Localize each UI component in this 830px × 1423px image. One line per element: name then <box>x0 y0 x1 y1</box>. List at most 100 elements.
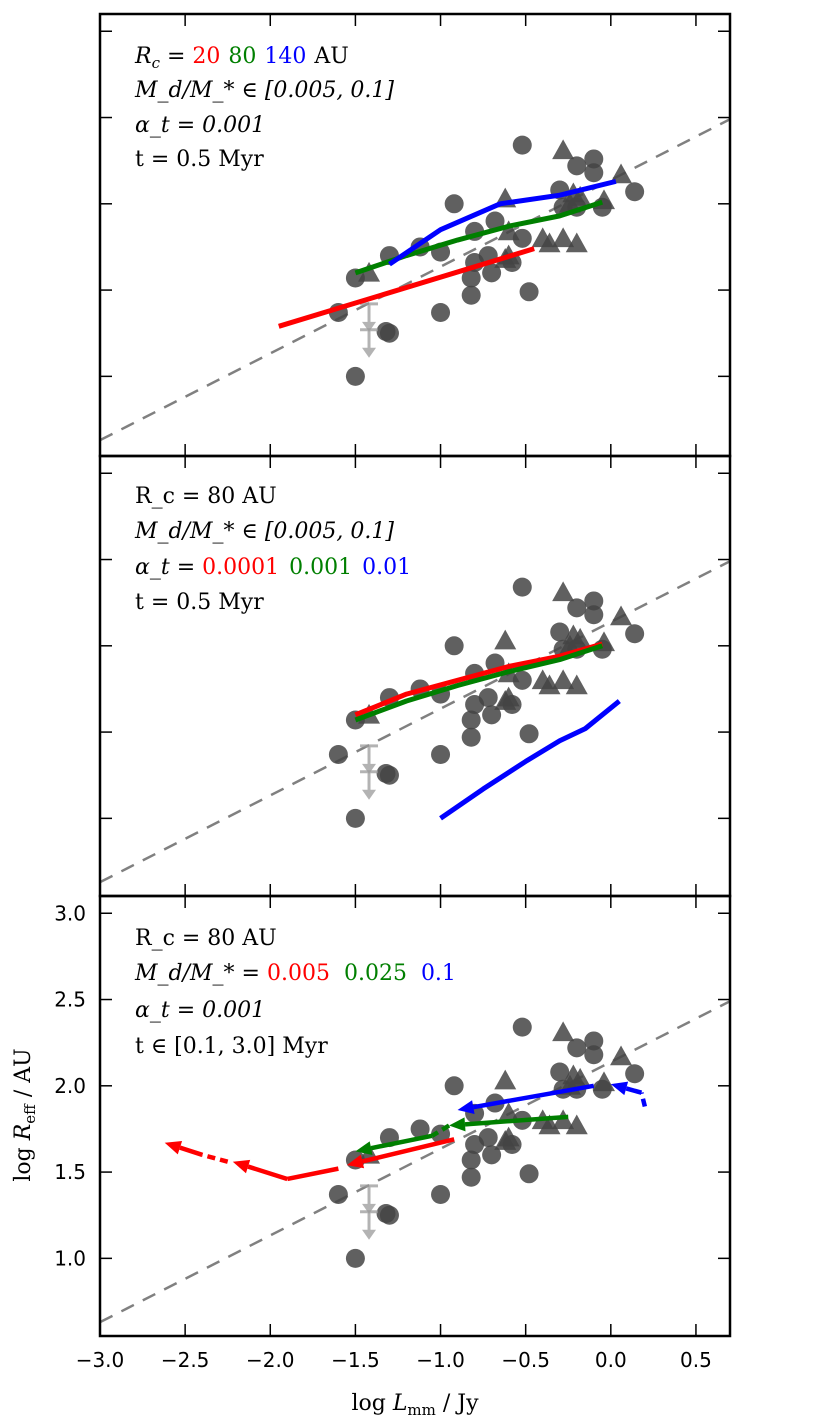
y-tick-labels: 1.0 1.5 2.0 2.5 3.0 <box>54 901 86 1270</box>
x-tick-label: 0.0 <box>595 1348 627 1372</box>
observed-disk-circle <box>567 156 587 176</box>
top-rc-value-blue: 140 <box>264 44 306 69</box>
observed-disk-circle <box>625 182 645 202</box>
observed-disk-triangle <box>497 686 520 707</box>
observed-disk-circle <box>584 1031 604 1051</box>
evolution-arrowhead-green <box>449 1117 466 1132</box>
evolution-arrow-shaft-red <box>247 1164 288 1182</box>
x-tick-label: −3.0 <box>76 1348 125 1372</box>
bot-rc-line: R_c = 80 AU <box>135 926 277 951</box>
evolution-arrowhead-red <box>232 1159 251 1174</box>
bot-mass-value-blue: 0.1 <box>421 961 456 986</box>
evolution-arrow-shaft-green <box>464 1114 569 1127</box>
upper-limit-marker <box>360 1184 379 1214</box>
top-alpha-line: α_t = 0.001 <box>135 113 265 138</box>
evolution-arrowhead-green <box>355 1141 373 1156</box>
observed-disk-triangle <box>538 674 561 695</box>
observed-disk-triangle <box>497 1126 520 1147</box>
observed-disk-circle <box>345 808 365 828</box>
upper-limit-arrowhead <box>362 321 377 332</box>
evolution-arrow-shaft-red <box>361 1137 455 1164</box>
plot-area-middle <box>100 560 730 884</box>
observed-disk-circle <box>410 1119 430 1139</box>
observed-disk-circle <box>584 149 604 169</box>
observed-disk-triangle <box>610 1045 633 1066</box>
observed-disk-circle <box>431 745 451 765</box>
observed-disk-circle <box>345 366 365 386</box>
observed-disk-circle <box>512 135 532 155</box>
observed-disk-circle <box>550 622 570 642</box>
model-line-red <box>278 246 535 329</box>
top-rc-value-red: 20 <box>192 44 220 69</box>
observed-disk-triangle <box>494 629 517 650</box>
panel-middle <box>98 454 732 898</box>
model-line-green <box>354 643 604 723</box>
observed-disk-circle <box>512 670 532 690</box>
observed-disk-circle <box>512 1017 532 1037</box>
upper-limit-marker <box>360 328 379 358</box>
observed-disk-circle <box>379 323 399 343</box>
observed-disk-circle <box>328 1185 348 1205</box>
observed-disk-circle <box>519 1164 539 1184</box>
observed-disk-circle <box>584 591 604 611</box>
observed-disk-circle <box>482 1145 502 1165</box>
upper-limit-marker <box>360 302 379 332</box>
observed-disk-circle <box>519 724 539 744</box>
top-annotations: Rc = 20 80 140 AU M_d/M_* ∈ [0.005, 0.1] α_… <box>134 44 394 172</box>
evolution-arrow-shaft-blue <box>625 1086 643 1095</box>
plot-area-top <box>100 118 730 442</box>
y-tick-label: 2.5 <box>54 988 86 1012</box>
observed-disk-circle <box>461 1167 481 1187</box>
evolution-arrowhead-red <box>346 1154 365 1169</box>
middle-annotations: R_c = 80 AU M_d/M_* ∈ [0.005, 0.1] α_t =… <box>134 484 411 615</box>
observed-disk-circle <box>461 710 481 730</box>
y-axis-label: log Reff / AU <box>11 1048 39 1181</box>
evolution-arrow-shaft-red <box>179 1145 203 1157</box>
observed-disk-circle <box>512 577 532 597</box>
observed-disk-triangle <box>552 669 575 690</box>
evolution-connector-red <box>286 1166 339 1182</box>
plot-area-bottom <box>100 1000 730 1324</box>
observed-disk-circle <box>519 282 539 302</box>
upper-limit-marker <box>360 770 379 800</box>
observed-disk-circle <box>482 705 502 725</box>
observed-disk-triangle <box>562 1064 585 1085</box>
evolution-arrowhead-red <box>164 1140 183 1155</box>
observed-disk-triangle <box>497 220 520 241</box>
observed-disk-triangle <box>358 261 381 282</box>
observed-disk-circle <box>567 1038 587 1058</box>
observed-disk-circle <box>379 1205 399 1225</box>
observed-disk-circle <box>584 163 604 183</box>
observed-disk-circle <box>478 1128 498 1148</box>
mid-rc-line: R_c = 80 AU <box>135 484 277 509</box>
observed-disk-triangle <box>497 1102 520 1123</box>
mid-alpha-value-blue: 0.01 <box>362 555 411 580</box>
observed-disk-triangle <box>565 674 588 695</box>
bot-alpha-line: α_t = 0.001 <box>135 998 265 1023</box>
mid-time-line: t = 0.5 Myr <box>135 590 264 615</box>
x-tick-label: −2.5 <box>161 1348 210 1372</box>
observed-disk-circle <box>444 636 464 656</box>
observed-disk-triangle <box>538 232 561 253</box>
observed-disk-triangle <box>562 624 585 645</box>
observed-disk-triangle <box>552 581 575 602</box>
bot-mass-ratio-line: M_d/M_* = 0.005 0.025 0.1 <box>134 961 456 986</box>
observed-disk-circle <box>567 598 587 618</box>
top-mass-ratio-line: M_d/M_* ∈ [0.005, 0.1] <box>134 78 394 103</box>
x-axis-label: log Lmm / Jy <box>351 1391 479 1419</box>
x-tick-label: −2.0 <box>246 1348 295 1372</box>
mid-alpha-line: α_t = 0.0001 0.001 0.01 <box>135 555 411 580</box>
mid-alpha-value-red: 0.0001 <box>202 555 279 580</box>
upper-limit-marker <box>360 744 379 774</box>
observed-disk-circle <box>625 1064 645 1084</box>
mid-alpha-value-green: 0.001 <box>289 555 352 580</box>
upper-limit-marker <box>360 1210 379 1240</box>
y-tick-label: 3.0 <box>54 901 86 925</box>
bot-time-line: t ∈ [0.1, 3.0] Myr <box>135 1034 328 1059</box>
x-tick-label: 0.5 <box>680 1348 712 1372</box>
observed-disk-circle <box>482 263 502 283</box>
panel-bottom <box>98 894 732 1338</box>
upper-limit-arrowhead <box>362 1203 377 1214</box>
observed-disk-circle <box>461 285 481 305</box>
